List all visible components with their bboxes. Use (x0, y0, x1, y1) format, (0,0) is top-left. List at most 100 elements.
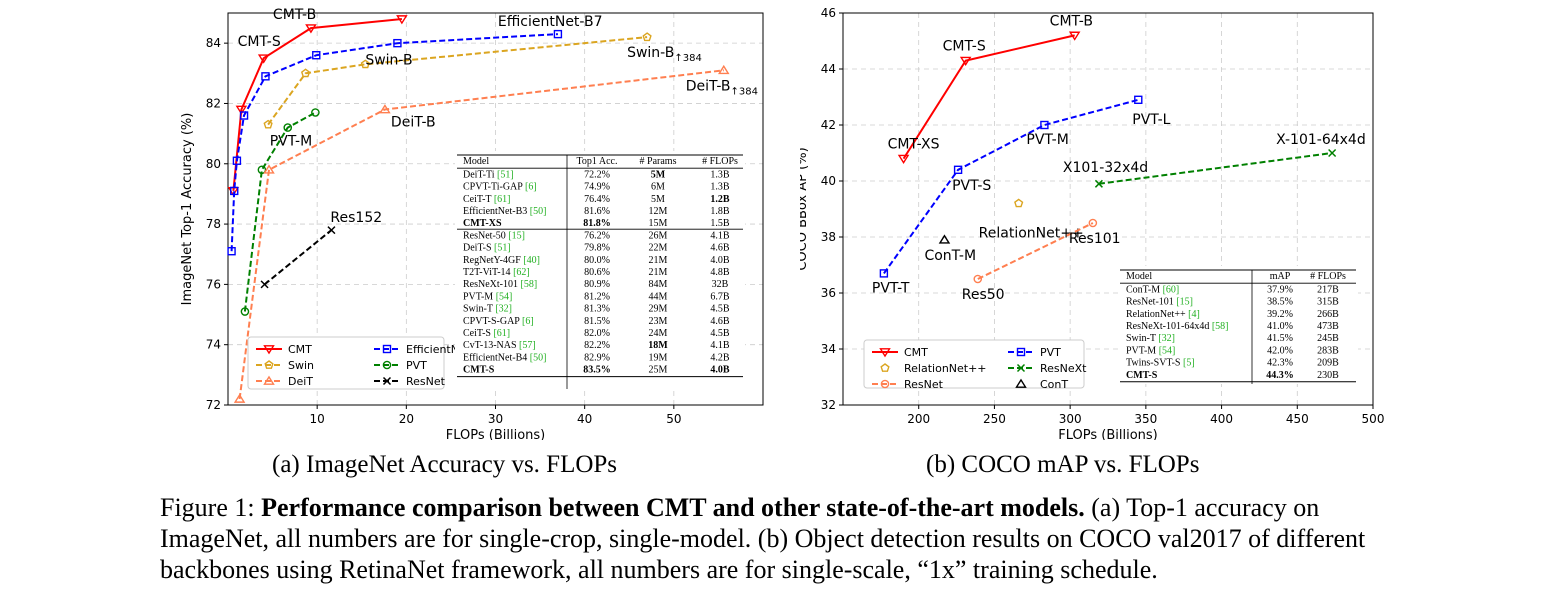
figure-text: (a) Top-1 accuracy on ImageNet, all numb… (160, 493, 1366, 584)
table-cell-flops: 6.7B (710, 291, 730, 302)
table-citation: [58] (1209, 321, 1228, 332)
table-cell-acc: 74.9% (584, 182, 610, 193)
data-point (230, 186, 239, 196)
table-cell-model: RegNetY-4GF [40] (463, 255, 540, 266)
table-cell-acc: 79.8% (584, 243, 610, 254)
table-cell-flops: 230B (1317, 370, 1339, 381)
legend-label: CMT (904, 346, 928, 359)
table-cell-acc: 76.2% (584, 230, 610, 241)
table-cell-params: 22M (649, 243, 668, 254)
table-row: ResNet-50 [15] 76.2% 26M 4.1B (463, 230, 730, 241)
data-point (1328, 148, 1337, 158)
data-point (235, 105, 248, 115)
table-row: RelationNet++ [4] 39.2% 266B (1126, 309, 1339, 320)
table-cell-map: 39.2% (1267, 309, 1293, 320)
legend-marker (1016, 347, 1026, 357)
x-tick-label: 250 (983, 412, 1006, 426)
data-point (938, 234, 951, 244)
table-row: CvT-13-NAS [57] 82.2% 18M 4.1B (463, 340, 730, 351)
point-label: CMT-S (943, 39, 986, 55)
point-label: Res50 (962, 287, 1005, 303)
table-cell-model: CvT-13-NAS [57] (463, 340, 536, 351)
table-cell-params: 18M (648, 340, 668, 351)
figure-caption: Figure 1: Performance comparison between… (160, 492, 1390, 585)
data-point (263, 119, 273, 129)
legend-marker (263, 345, 275, 355)
y-axis-label: COCO BBox AP (%) (800, 147, 810, 270)
point-label: X101-32x4d (1063, 160, 1148, 176)
table-cell-flops: 315B (1317, 297, 1339, 308)
y-tick-label: 46 (821, 6, 836, 20)
point-label: CMT-B (273, 7, 316, 23)
point-label: DeiT-B (391, 114, 436, 130)
series-line (238, 69, 724, 400)
x-tick-label: 350 (1134, 412, 1157, 426)
series-resnext: X101-32x4d X-101-64x4d (1063, 132, 1366, 188)
table-cell-model: DeiT-Ti [51] (463, 169, 514, 180)
x-tick-label: 300 (1059, 412, 1082, 426)
table-cell-flops: 473B (1317, 321, 1339, 332)
data-point (1040, 120, 1049, 130)
series-efficientnet: EfficientNet-B7 (227, 14, 603, 256)
table-cell-flops: 1.5B (710, 218, 730, 229)
data-point (379, 104, 391, 114)
table-cell-map: 42.3% (1267, 358, 1293, 369)
point-label: ConT-M (924, 248, 976, 264)
table-cell-flops: 4.1B (710, 230, 730, 241)
table-cell-flops: 4.0B (710, 365, 730, 376)
table-background (1118, 266, 1358, 384)
table-cell-acc: 82.0% (584, 328, 610, 339)
y-tick-label: 36 (821, 286, 836, 300)
table-header-cell: Top1 Acc. (577, 156, 618, 167)
point-label: EfficientNet-B7 (498, 14, 603, 30)
data-point (305, 24, 317, 34)
table-citation: [54] (493, 291, 512, 302)
data-point (233, 393, 246, 403)
point-label: Res152 (330, 210, 382, 226)
axes-frame (842, 12, 1374, 406)
data-point (897, 154, 910, 164)
data-point (257, 54, 270, 64)
series-pvt: PVT-M (240, 108, 320, 316)
point-label: PVT-T (872, 280, 910, 296)
table-cell-flops: 266B (1317, 309, 1339, 320)
series-line (977, 222, 1094, 280)
table-cell-params: 15M (649, 218, 668, 229)
legend-label: CMT (288, 343, 312, 356)
table-row: T2T-ViT-14 [62] 80.6% 21M 4.8B (463, 267, 730, 278)
table-cell-params: 23M (649, 316, 668, 327)
table-row: DeiT-Ti [51] 72.2% 5M 1.3B (463, 169, 730, 180)
data-point (240, 307, 250, 316)
data-point (311, 108, 320, 117)
data-point (260, 280, 269, 289)
table-cell-model: Swin-T [32] (463, 304, 512, 315)
x-tick-label: 30 (488, 412, 503, 426)
table-cell-model: CeiT-T [61] (463, 194, 511, 205)
table-cell-acc: 81.6% (584, 206, 610, 217)
legend: CMT PVT RelationNet++ ResNeXt ResNet ConT (863, 339, 1087, 391)
table-cell-flops: 4.1B (710, 340, 730, 351)
y-tick-label: 44 (821, 62, 836, 76)
data-point (1068, 31, 1081, 41)
table-cell-acc: 81.3% (584, 304, 610, 315)
chart-coco-map: 200 250 300 350 400 450 500 32 34 36 38 40 42 44 46 FLO… (795, 0, 1390, 444)
table-citation: [50] (527, 206, 546, 217)
table-cell-map: 42.0% (1267, 345, 1293, 356)
series-line (263, 229, 333, 286)
table-citation: [51] (495, 169, 514, 180)
table-cell-model: ResNet-50 [15] (463, 230, 525, 241)
table-cell-params: 12M (649, 206, 668, 217)
point-label: Res101 (1069, 231, 1121, 247)
table-citation: [51] (492, 243, 511, 254)
table-cell-flops: 4.0B (710, 255, 730, 266)
table-cell-params: 5M (651, 169, 666, 180)
table-row: EfficientNet-B4 [50] 82.9% 19M 4.2B (463, 352, 730, 363)
chart-imagenet-svg: 10 20 30 40 50 72 74 76 78 80 82 84 FLOPs (Billions)… (180, 7, 764, 443)
table-citation: [32] (493, 304, 512, 315)
table-cell-model: CPVT-Ti-GAP [6] (463, 182, 537, 193)
legend-label: DeiT (288, 375, 313, 388)
table-header-cell: Model (1126, 271, 1152, 282)
table-row: DeiT-S [51] 79.8% 22M 4.6B (463, 243, 730, 254)
data-point (973, 274, 983, 284)
table-row: EfficientNet-B3 [50] 81.6% 12M 1.8B (463, 206, 730, 217)
